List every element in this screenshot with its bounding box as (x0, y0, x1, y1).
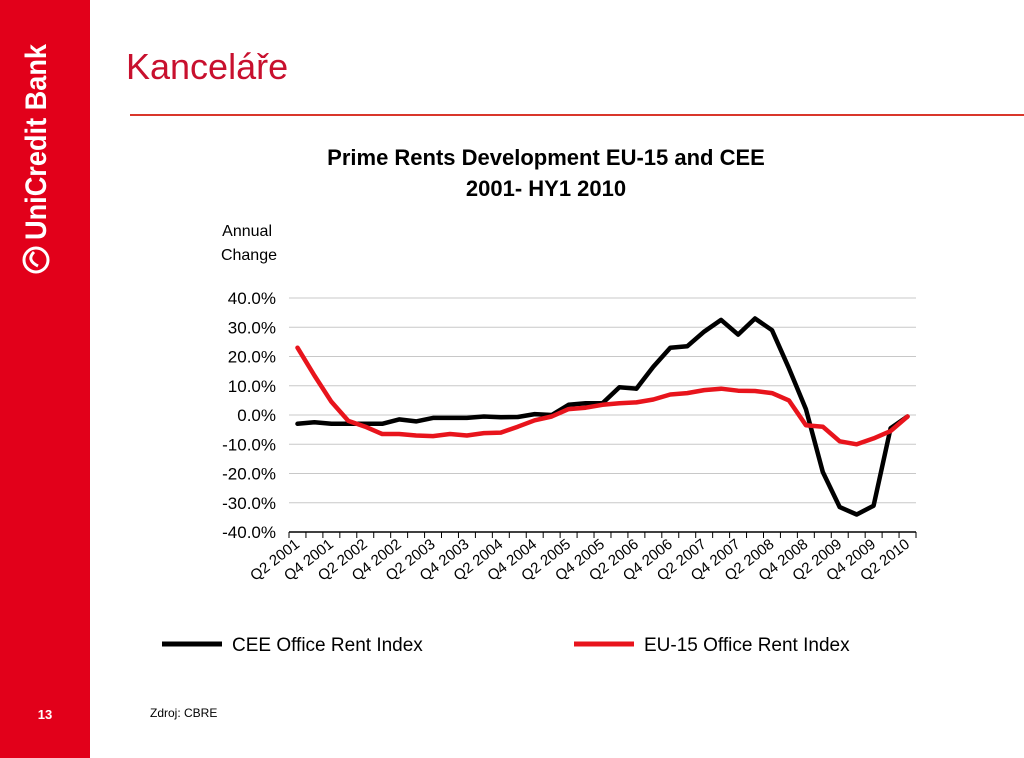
y-tick-label: -40.0% (222, 523, 276, 542)
eu15-series-line (295, 345, 910, 447)
gridlines (289, 297, 916, 504)
chart-title-line1: Prime Rents Development EU-15 and CEE (327, 145, 765, 170)
source-note: Zdroj: CBRE (150, 706, 218, 720)
legend-label: CEE Office Rent Index (232, 635, 423, 656)
slide-title: Kanceláře (126, 46, 289, 87)
cee-series-line (295, 316, 910, 517)
title-divider (130, 114, 1024, 116)
y-axis-label-line2: Change (221, 247, 277, 264)
y-tick-label: 30.0% (228, 318, 276, 337)
svg-text:UniCredit Bank: UniCredit Bank (20, 44, 53, 240)
page-number: 13 (37, 707, 53, 722)
y-tick-label: 0.0% (237, 406, 276, 425)
brand-sidebar: UniCredit Bank 13 (0, 0, 90, 758)
y-axis-label-line1: Annual (222, 223, 272, 240)
y-tick-label: 10.0% (228, 377, 276, 396)
y-axis-ticks: -40.0% -30.0% -20.0% -10.0% 0.0% 10.0% 20.0% 30… (222, 289, 276, 542)
legend-label: EU-15 Office Rent Index (644, 635, 850, 656)
y-tick-label: -10.0% (222, 435, 276, 454)
y-tick-label: 40.0% (228, 289, 276, 308)
chart-title-line2: 2001- HY1 2010 (466, 176, 626, 201)
legend: CEE Office Rent Index EU-15 Office Rent I… (162, 635, 850, 656)
y-tick-label: 20.0% (228, 348, 276, 367)
y-tick-label: -20.0% (222, 465, 276, 484)
y-tick-label: -30.0% (222, 494, 276, 513)
series-lines (295, 316, 910, 517)
unicredit-logo: UniCredit Bank (20, 44, 53, 274)
